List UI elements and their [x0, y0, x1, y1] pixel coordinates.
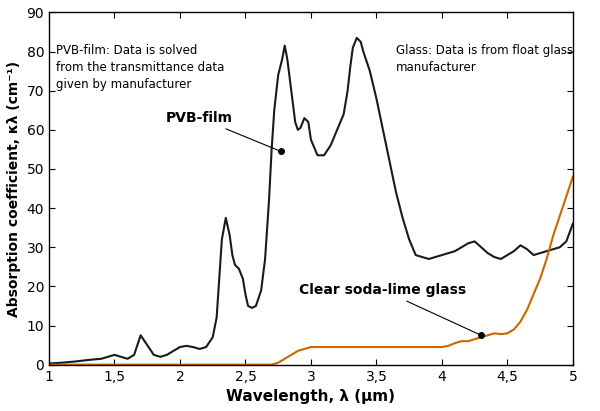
Text: Glass: Data is from float glass
manufacturer: Glass: Data is from float glass manufact… [396, 44, 573, 74]
Text: PVB-film: PVB-film [166, 111, 278, 150]
Text: PVB-film: Data is solved
from the transmittance data
given by manufacturer: PVB-film: Data is solved from the transm… [56, 44, 224, 91]
Text: Clear soda-lime glass: Clear soda-lime glass [299, 283, 479, 334]
Y-axis label: Absorption coefficient, κλ (cm⁻¹): Absorption coefficient, κλ (cm⁻¹) [7, 60, 21, 316]
X-axis label: Wavelength, λ (μm): Wavelength, λ (μm) [226, 389, 395, 404]
